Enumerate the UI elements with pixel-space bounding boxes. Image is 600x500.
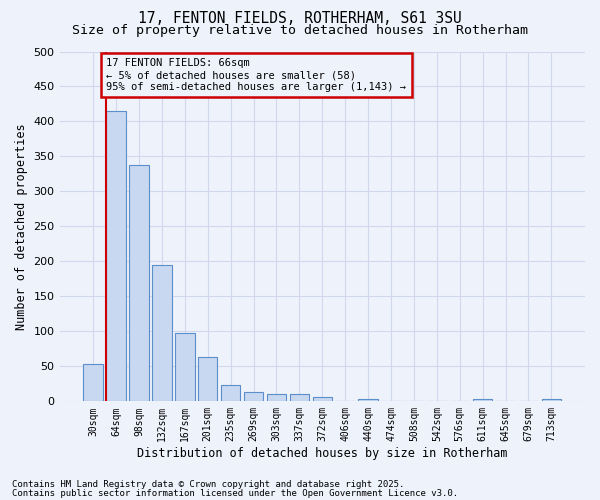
Bar xyxy=(244,392,263,402)
Bar xyxy=(175,334,194,402)
Bar xyxy=(290,394,309,402)
Bar xyxy=(129,165,149,402)
Text: Size of property relative to detached houses in Rotherham: Size of property relative to detached ho… xyxy=(72,24,528,37)
Y-axis label: Number of detached properties: Number of detached properties xyxy=(15,123,28,330)
Bar xyxy=(198,358,217,402)
Bar xyxy=(83,364,103,402)
Bar xyxy=(313,397,332,402)
Bar xyxy=(473,399,493,402)
Text: Contains HM Land Registry data © Crown copyright and database right 2025.: Contains HM Land Registry data © Crown c… xyxy=(12,480,404,489)
Text: Contains public sector information licensed under the Open Government Licence v3: Contains public sector information licen… xyxy=(12,489,458,498)
Bar xyxy=(267,394,286,402)
Bar xyxy=(152,265,172,402)
X-axis label: Distribution of detached houses by size in Rotherham: Distribution of detached houses by size … xyxy=(137,447,508,460)
Bar xyxy=(358,398,378,402)
Text: 17 FENTON FIELDS: 66sqm
← 5% of detached houses are smaller (58)
95% of semi-det: 17 FENTON FIELDS: 66sqm ← 5% of detached… xyxy=(106,58,406,92)
Text: 17, FENTON FIELDS, ROTHERHAM, S61 3SU: 17, FENTON FIELDS, ROTHERHAM, S61 3SU xyxy=(138,11,462,26)
Bar xyxy=(221,385,241,402)
Bar xyxy=(106,111,126,402)
Bar xyxy=(542,399,561,402)
